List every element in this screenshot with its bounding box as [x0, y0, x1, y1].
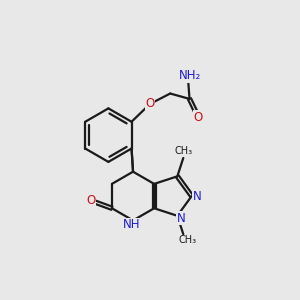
- Text: O: O: [86, 194, 96, 207]
- Text: O: O: [194, 111, 203, 124]
- Text: NH₂: NH₂: [178, 69, 201, 82]
- Text: NH: NH: [123, 218, 140, 231]
- Text: N: N: [176, 212, 185, 225]
- Text: CH₃: CH₃: [175, 146, 193, 156]
- Text: CH₃: CH₃: [179, 235, 197, 245]
- Text: O: O: [146, 98, 154, 110]
- Text: N: N: [193, 190, 201, 202]
